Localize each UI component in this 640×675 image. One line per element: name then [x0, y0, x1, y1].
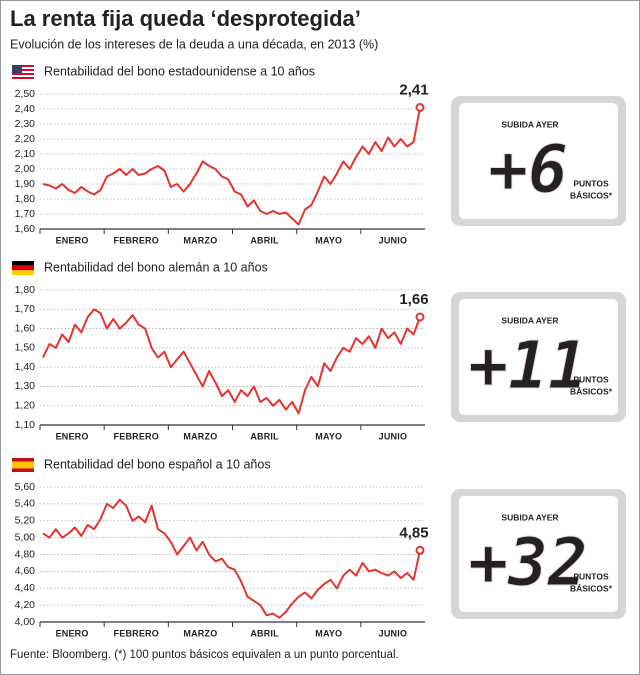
x-tick-label: ENERO [56, 235, 89, 245]
flag [12, 261, 34, 275]
data-line [42, 107, 421, 226]
x-tick-label: MARZO [183, 431, 217, 441]
x-tick-label: ABRIL [250, 628, 279, 638]
flag-stripe [12, 265, 34, 271]
end-marker [415, 312, 425, 322]
panel-unit: PUNTOS [573, 374, 609, 384]
y-tick-label: 1,80 [15, 284, 36, 296]
y-tick-label: 1,40 [15, 361, 36, 373]
x-tick-label: MARZO [183, 235, 217, 245]
data-line [42, 498, 421, 619]
flag-stripe [12, 75, 34, 77]
panel-unit: BÁSICOS* [570, 583, 613, 593]
panel-label: SUBIDA AYER [501, 119, 558, 129]
value-label: 4,85 [399, 524, 428, 541]
y-tick-label: 4,40 [15, 582, 36, 594]
y-tick-label: 1,90 [15, 178, 36, 190]
y-tick-label: 1,60 [15, 322, 36, 334]
title: La renta fija queda ‘desprotegida’ [10, 6, 361, 31]
y-tick-label: 1,60 [15, 223, 36, 235]
y-tick-label: 1,50 [15, 342, 36, 354]
panel-inner [459, 299, 618, 415]
panel-unit: PUNTOS [573, 178, 609, 188]
y-tick-label: 2,30 [15, 118, 36, 130]
source: Fuente: Bloomberg. (*) 100 puntos básico… [10, 649, 399, 661]
y-tick-label: 5,20 [15, 515, 36, 527]
y-tick-label: 2,00 [15, 163, 36, 175]
y-tick-label: 4,80 [15, 548, 36, 560]
y-tick-label: 2,20 [15, 133, 36, 145]
x-tick-label: JUNIO [379, 235, 408, 245]
end-marker [415, 103, 425, 112]
y-tick-label: 5,40 [15, 498, 36, 510]
flag-stripe [12, 65, 34, 67]
panel-label: SUBIDA AYER [501, 315, 558, 325]
chart-title: Rentabilidad del bono alemán a 10 años [44, 260, 268, 274]
chart-title: Rentabilidad del bono estadounidense a 1… [44, 64, 315, 78]
value-label: 2,41 [399, 81, 428, 98]
flag-stripe [12, 67, 34, 69]
flag-stripe [12, 261, 34, 266]
x-tick-label: FEBRERO [114, 431, 159, 441]
y-tick-label: 1,70 [15, 208, 36, 220]
data-line [42, 308, 421, 415]
flag-stripe [12, 77, 34, 79]
value-label: 1,66 [399, 291, 428, 308]
panel-label: SUBIDA AYER [501, 512, 558, 522]
x-tick-label: FEBRERO [114, 628, 159, 638]
x-tick-label: FEBRERO [114, 235, 159, 245]
x-tick-label: ABRIL [250, 431, 279, 441]
x-tick-label: JUNIO [379, 431, 408, 441]
y-tick-label: 1,20 [15, 399, 36, 411]
panel-value: +11 [468, 327, 587, 404]
x-tick-label: MAYO [315, 235, 342, 245]
end-marker [415, 545, 425, 555]
y-tick-label: 5,00 [15, 531, 36, 543]
y-tick-label: 2,50 [15, 88, 36, 100]
chart-title: Rentabilidad del bono español a 10 años [44, 457, 271, 471]
y-tick-label: 2,40 [15, 103, 36, 115]
flag [12, 458, 34, 472]
y-tick-label: 2,10 [15, 148, 36, 160]
flag-stripe [12, 461, 34, 469]
panel-inner [459, 496, 618, 612]
panel-value: +6 [488, 131, 567, 208]
y-tick-label: 1,80 [15, 193, 36, 205]
x-tick-label: MARZO [183, 628, 217, 638]
flag [12, 65, 34, 79]
y-tick-label: 1,30 [15, 380, 36, 392]
y-tick-label: 4,60 [15, 565, 36, 577]
x-tick-label: MAYO [315, 628, 342, 638]
panel-unit: BÁSICOS* [570, 190, 613, 200]
panel-inner [459, 103, 618, 219]
y-tick-label: 5,60 [15, 481, 36, 493]
flag-stripe [12, 270, 34, 275]
y-tick-label: 1,70 [15, 303, 36, 315]
flag-stripe [12, 69, 34, 71]
y-tick-label: 4,00 [15, 616, 36, 628]
flag-stripe [12, 73, 34, 75]
y-tick-label: 1,10 [15, 419, 36, 431]
x-tick-label: ENERO [56, 628, 89, 638]
x-tick-label: ABRIL [250, 235, 279, 245]
y-tick-label: 4,20 [15, 599, 36, 611]
flag-stripe [12, 71, 34, 73]
panel-unit: PUNTOS [573, 571, 609, 581]
flag-canton [12, 65, 22, 73]
x-tick-label: MAYO [315, 431, 342, 441]
x-tick-label: ENERO [56, 431, 89, 441]
panel-value: +32 [468, 524, 587, 601]
panel-unit: BÁSICOS* [570, 386, 613, 396]
x-tick-label: JUNIO [379, 628, 408, 638]
subtitle: Evolución de los intereses de la deuda a… [10, 37, 378, 51]
